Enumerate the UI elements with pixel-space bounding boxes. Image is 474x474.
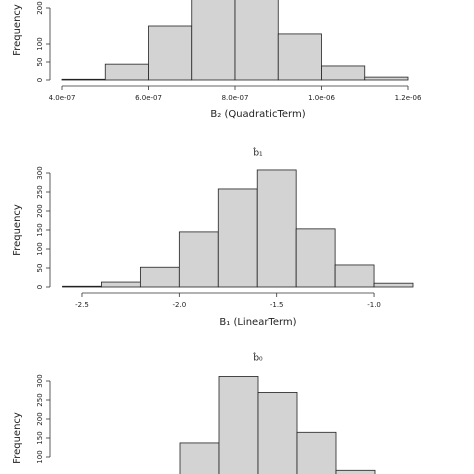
chart-title: b̂₁ [253, 147, 263, 159]
x-tick-label: -2.5 [75, 301, 89, 309]
bar [191, 0, 236, 81]
bar [334, 264, 375, 288]
y-tick-label: 50 [36, 264, 44, 273]
y-tick-label: 100 [36, 37, 44, 50]
bar [139, 266, 180, 288]
x-tick-label: -1.0 [367, 301, 381, 309]
bar [148, 25, 193, 81]
bar [217, 188, 258, 288]
bar [218, 376, 259, 474]
y-tick-label: 200 [36, 412, 44, 425]
y-axis-label: Frequency [12, 204, 23, 256]
y-tick-label: 300 [36, 166, 44, 179]
bar [295, 228, 336, 288]
bar [234, 0, 279, 81]
y-axis-label: Frequency [12, 412, 23, 464]
y-axis-label: Frequency [12, 4, 23, 56]
x-axis-label: B₁ (LinearTerm) [219, 317, 296, 328]
bar [179, 442, 220, 474]
x-tick-label: -1.5 [270, 301, 284, 309]
bar [61, 78, 106, 81]
bar [101, 281, 141, 288]
y-tick-label: 150 [36, 223, 44, 236]
bar [62, 285, 102, 288]
y-tick-label: 100 [36, 242, 44, 255]
y-tick-label: 200 [36, 204, 44, 217]
bar [364, 76, 409, 81]
chart-title: b̂₀ [253, 352, 263, 364]
y-tick-label: 300 [36, 374, 44, 387]
y-tick-label: 100 [36, 450, 44, 463]
y-tick-label: 50 [36, 58, 44, 67]
y-tick-label: 0 [36, 285, 44, 289]
bar [277, 33, 322, 81]
x-axis-label: B₂ (QuadraticTerm) [210, 109, 305, 120]
bar [321, 65, 366, 81]
bar [257, 391, 298, 474]
x-tick-label: -2.0 [172, 301, 186, 309]
x-tick-label: 6.0e-07 [135, 94, 162, 102]
bar [104, 63, 149, 81]
bar [335, 469, 376, 474]
bar [296, 431, 337, 474]
x-tick-label: 4.0e-07 [49, 94, 76, 102]
x-tick-label: 1.0e-06 [308, 94, 335, 102]
bar [178, 231, 219, 288]
y-tick-label: 250 [36, 393, 44, 406]
x-tick-label: 1.2e-06 [395, 94, 422, 102]
y-tick-label: 250 [36, 185, 44, 198]
bar [256, 169, 297, 288]
y-tick-label: 150 [36, 431, 44, 444]
x-tick-label: 8.0e-07 [222, 94, 249, 102]
y-tick-label: 200 [36, 1, 44, 14]
bar [373, 282, 414, 288]
y-tick-label: 0 [36, 78, 44, 82]
